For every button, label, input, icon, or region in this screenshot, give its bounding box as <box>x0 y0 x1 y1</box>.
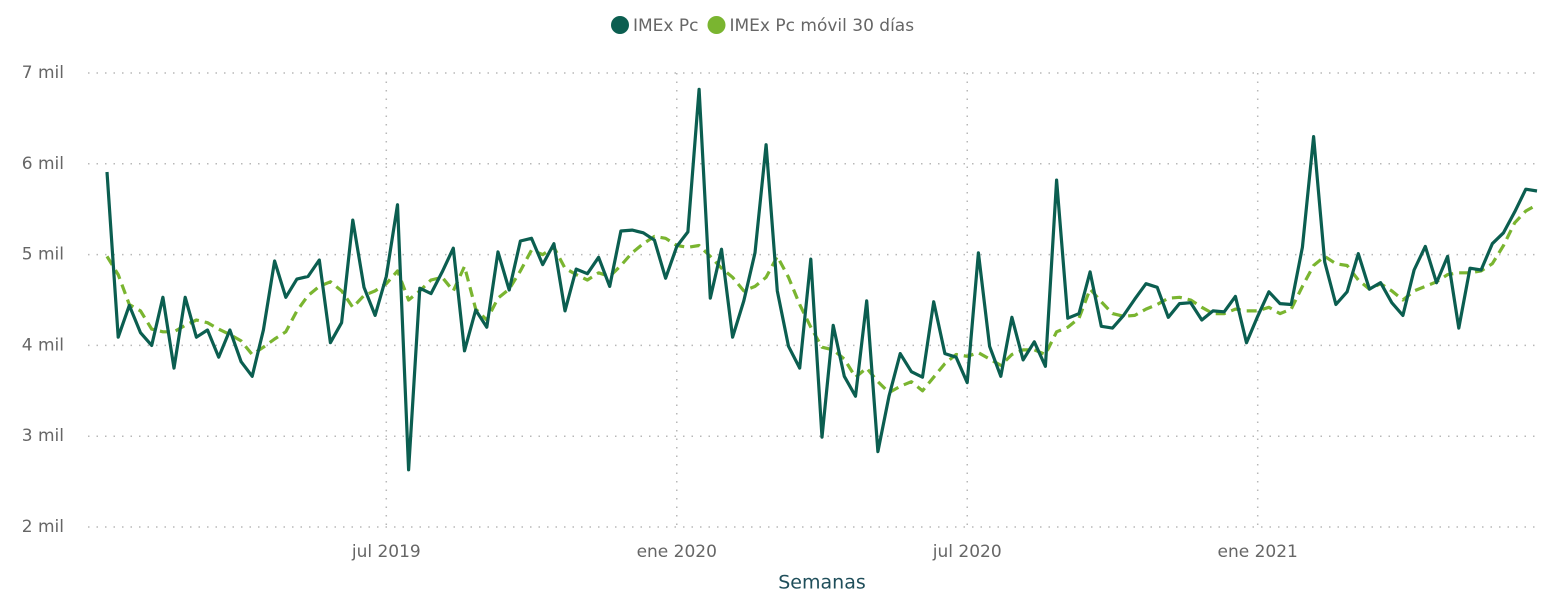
legend-marker <box>707 16 726 34</box>
y-tick-label: 2 mil <box>22 517 64 537</box>
legend-marker <box>611 16 629 34</box>
x-tick-label: ene 2020 <box>637 542 717 562</box>
x-axis-label: Semanas <box>778 572 866 594</box>
y-tick-label: 5 mil <box>22 245 64 265</box>
series-line <box>105 203 1538 395</box>
legend-label: IMEx Pc <box>633 16 699 36</box>
series-line <box>105 87 1538 472</box>
legend-label: IMEx Pc móvil 30 días <box>730 16 915 36</box>
x-tick-label: ene 2021 <box>1218 542 1298 562</box>
y-tick-label: 4 mil <box>22 335 64 355</box>
x-tick-label: jul 2019 <box>351 542 421 562</box>
y-tick-label: 7 mil <box>22 63 64 83</box>
y-tick-label: 3 mil <box>22 426 64 446</box>
y-tick-label: 6 mil <box>22 154 64 174</box>
x-tick-label: jul 2020 <box>932 542 1002 562</box>
